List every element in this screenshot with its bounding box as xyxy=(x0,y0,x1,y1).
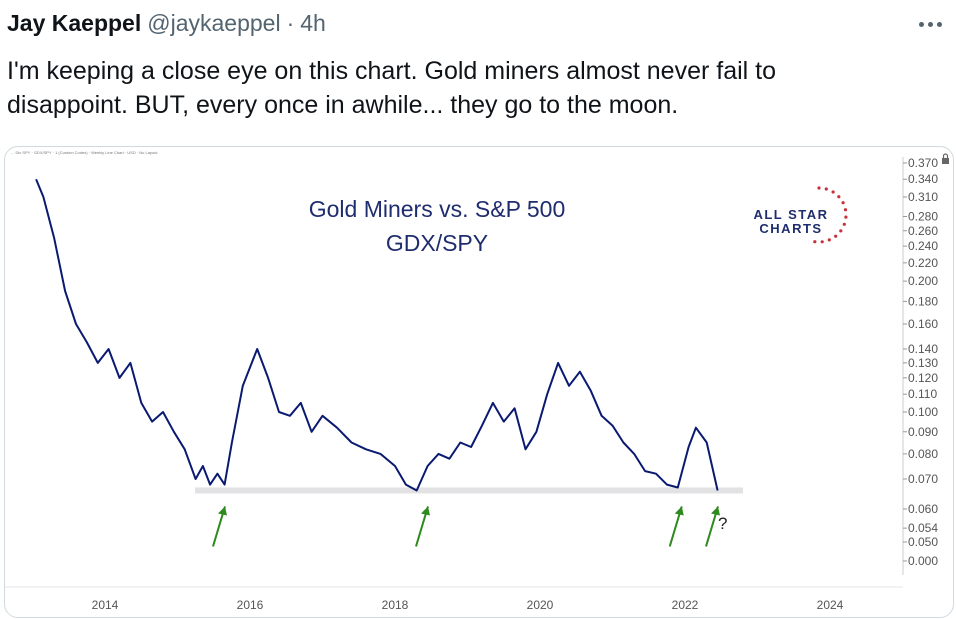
y-tick-label: 0.140 xyxy=(908,342,938,356)
y-tick-label: 0.220 xyxy=(908,256,938,270)
support-band xyxy=(195,487,743,494)
logo-line-1: ALL STAR xyxy=(753,207,828,222)
x-tick-label: 2022 xyxy=(672,598,699,612)
chart-subtitle: GDX/SPY xyxy=(386,230,488,256)
tweet-header: Jay Kaeppel @jaykaeppel · 4h xyxy=(7,10,326,40)
y-tick-label: 0.070 xyxy=(908,472,938,486)
logo-line-2: CHARTS xyxy=(759,221,822,236)
x-axis-ticks: 2014 2016 2018 2020 2022 2024 xyxy=(92,598,844,612)
y-tick-label: 0.050 xyxy=(908,535,938,549)
y-tick-label: 0.054 xyxy=(908,521,938,535)
y-tick-label: 0.180 xyxy=(908,294,938,308)
x-tick-label: 2014 xyxy=(92,598,119,612)
green-arrow-icon xyxy=(212,506,227,547)
timestamp[interactable]: 4h xyxy=(300,10,326,36)
y-tick-label: 0.120 xyxy=(908,371,938,385)
y-tick-label: 0.370 xyxy=(908,156,938,170)
x-tick-label: 2016 xyxy=(237,598,264,612)
author-handle[interactable]: @jaykaeppel xyxy=(147,10,281,36)
y-tick-label: 0.260 xyxy=(908,224,938,238)
x-tick-label: 2024 xyxy=(817,598,844,612)
y-tick-label: 0.200 xyxy=(908,274,938,288)
header-separator: · xyxy=(286,10,295,36)
tweet-text-line-2: disappoint. BUT, every once in awhile...… xyxy=(7,91,679,119)
chart-header-note: ... Div SPY · GDX/SPY · 1 (Custom Codes)… xyxy=(11,150,158,155)
author-name[interactable]: Jay Kaeppel xyxy=(7,10,142,36)
lock-icon xyxy=(942,153,949,164)
tweet-text-line-1: I'm keeping a close eye on this chart. G… xyxy=(7,57,777,85)
arrow-annotations xyxy=(212,506,720,547)
logo-stars-icon xyxy=(813,186,848,244)
chart-title: Gold Miners vs. S&P 500 xyxy=(309,196,566,222)
y-tick-label: 0.090 xyxy=(908,425,938,439)
gdx-spy-series-line xyxy=(35,178,719,492)
question-mark-annotation: ? xyxy=(718,514,727,533)
y-tick-label: 0.280 xyxy=(908,210,938,224)
gold-miners-chart: ... Div SPY · GDX/SPY · 1 (Custom Codes)… xyxy=(5,150,949,612)
y-tick-label: 0.240 xyxy=(908,239,938,253)
y-tick-label: 0.060 xyxy=(908,502,938,516)
tweet-text: I'm keeping a close eye on this chart. G… xyxy=(7,54,937,122)
x-tick-label: 2020 xyxy=(527,598,554,612)
y-tick-label: 0.080 xyxy=(908,447,938,461)
y-tick-label: 0.340 xyxy=(908,172,938,186)
green-arrow-icon xyxy=(668,506,684,547)
tweet-media-image[interactable]: ... Div SPY · GDX/SPY · 1 (Custom Codes)… xyxy=(4,146,954,618)
y-tick-label: 0.160 xyxy=(908,317,938,331)
green-arrow-icon xyxy=(415,506,430,547)
y-tick-label: 0.310 xyxy=(908,190,938,204)
green-arrow-icon xyxy=(705,506,720,547)
ellipsis-icon[interactable] xyxy=(914,12,946,36)
y-tick-label: 0.130 xyxy=(908,356,938,370)
y-tick-label: 0.000 xyxy=(908,554,938,568)
y-tick-label: 0.100 xyxy=(908,405,938,419)
all-star-charts-logo: ALL STAR CHARTS xyxy=(753,186,848,244)
y-tick-label: 0.110 xyxy=(908,387,937,401)
x-tick-label: 2018 xyxy=(382,598,409,612)
